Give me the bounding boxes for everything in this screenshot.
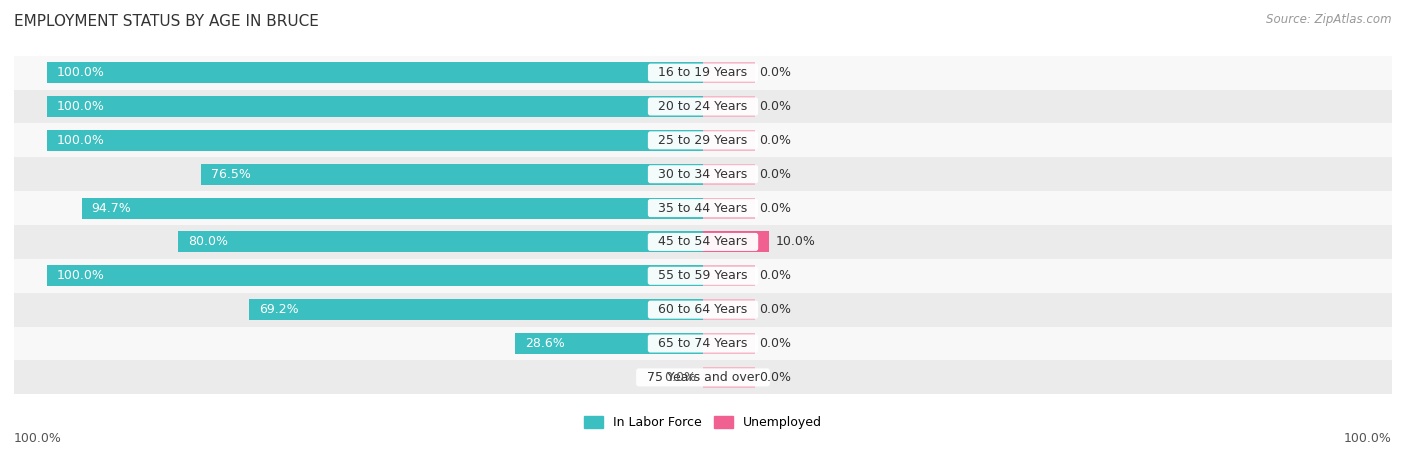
Bar (46, 130, 703, 151)
Bar (0, 292, 1406, 327)
Bar (703, 96, 755, 117)
Text: 100.0%: 100.0% (56, 134, 104, 147)
Text: 0.0%: 0.0% (759, 269, 790, 282)
Bar (703, 62, 755, 83)
Bar (0, 191, 1406, 225)
Bar (82, 198, 703, 219)
Text: EMPLOYMENT STATUS BY AGE IN BRUCE: EMPLOYMENT STATUS BY AGE IN BRUCE (14, 14, 319, 28)
Text: 65 to 74 Years: 65 to 74 Years (651, 337, 755, 350)
Text: 60 to 64 Years: 60 to 64 Years (651, 303, 755, 316)
Bar (0, 327, 1406, 360)
Bar (249, 299, 703, 320)
Text: 100.0%: 100.0% (14, 432, 62, 446)
Text: 25 to 29 Years: 25 to 29 Years (651, 134, 755, 147)
Text: 55 to 59 Years: 55 to 59 Years (650, 269, 756, 282)
Bar (0, 123, 1406, 158)
Bar (703, 333, 755, 354)
Text: 0.0%: 0.0% (759, 202, 790, 215)
Text: 0.0%: 0.0% (759, 371, 790, 384)
Text: 100.0%: 100.0% (56, 269, 104, 282)
Legend: In Labor Force, Unemployed: In Labor Force, Unemployed (579, 411, 827, 434)
Bar (46, 96, 703, 117)
Text: 94.7%: 94.7% (91, 202, 131, 215)
Text: 20 to 24 Years: 20 to 24 Years (651, 100, 755, 113)
Text: 0.0%: 0.0% (665, 371, 696, 384)
Bar (179, 231, 703, 252)
Bar (703, 231, 769, 252)
Text: 10.0%: 10.0% (775, 235, 815, 248)
Text: 0.0%: 0.0% (759, 337, 790, 350)
Bar (703, 198, 755, 219)
Text: 0.0%: 0.0% (759, 100, 790, 113)
Bar (703, 130, 755, 151)
Bar (0, 225, 1406, 259)
Bar (0, 259, 1406, 292)
Text: 75 Years and over: 75 Years and over (638, 371, 768, 384)
Text: 100.0%: 100.0% (56, 66, 104, 79)
Text: 100.0%: 100.0% (1344, 432, 1392, 446)
Text: 69.2%: 69.2% (259, 303, 298, 316)
Text: 0.0%: 0.0% (759, 134, 790, 147)
Bar (516, 333, 703, 354)
Text: 0.0%: 0.0% (759, 168, 790, 181)
Text: 0.0%: 0.0% (759, 66, 790, 79)
Text: 16 to 19 Years: 16 to 19 Years (651, 66, 755, 79)
Text: 35 to 44 Years: 35 to 44 Years (651, 202, 755, 215)
Bar (0, 360, 1406, 394)
Text: 0.0%: 0.0% (759, 303, 790, 316)
Bar (0, 56, 1406, 90)
Bar (201, 164, 703, 184)
Bar (0, 90, 1406, 123)
Text: Source: ZipAtlas.com: Source: ZipAtlas.com (1267, 14, 1392, 27)
Text: 45 to 54 Years: 45 to 54 Years (651, 235, 755, 248)
Bar (703, 299, 755, 320)
Bar (46, 62, 703, 83)
Text: 30 to 34 Years: 30 to 34 Years (651, 168, 755, 181)
Bar (703, 164, 755, 184)
Text: 28.6%: 28.6% (526, 337, 565, 350)
Text: 100.0%: 100.0% (56, 100, 104, 113)
Text: 80.0%: 80.0% (188, 235, 228, 248)
Bar (703, 367, 755, 388)
Bar (46, 266, 703, 286)
Bar (0, 158, 1406, 191)
Text: 76.5%: 76.5% (211, 168, 250, 181)
Bar (703, 266, 755, 286)
